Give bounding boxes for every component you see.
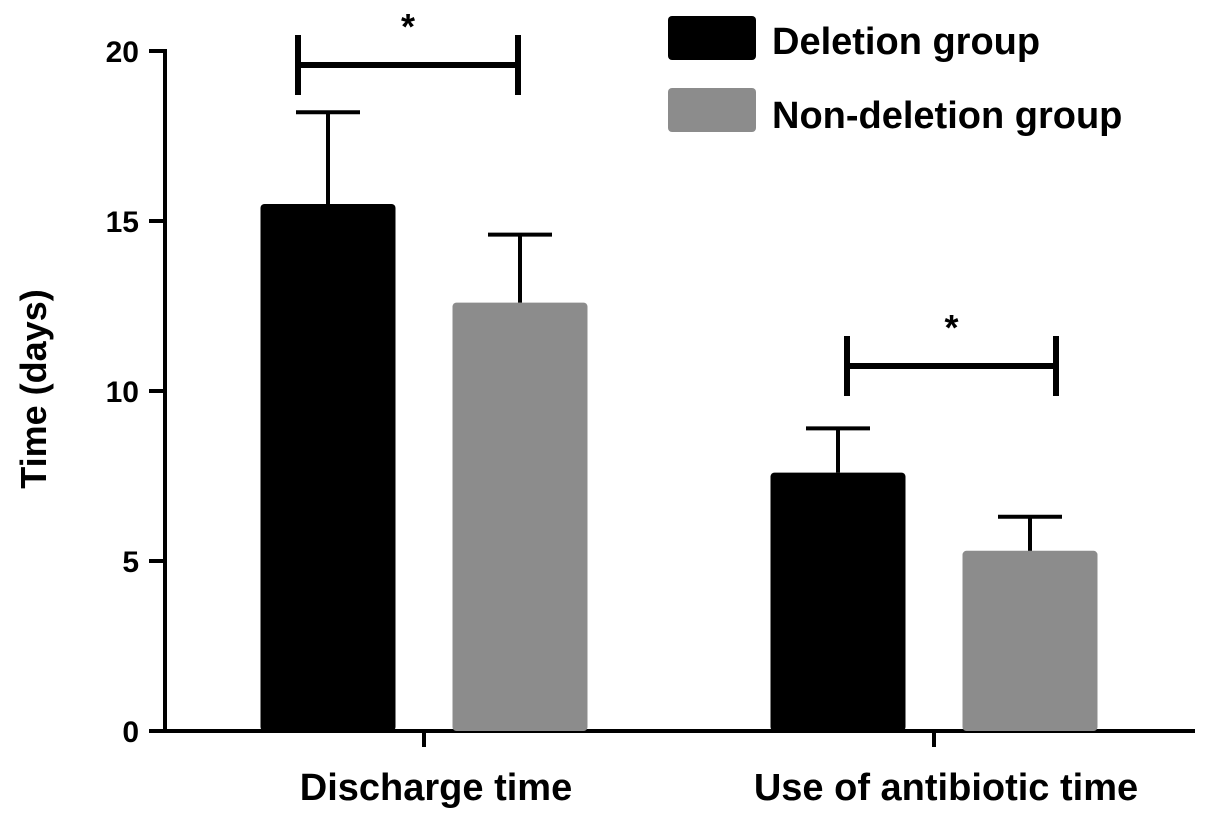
significance-markers: ** bbox=[295, 6, 1059, 396]
y-axis-title: Time (days) bbox=[13, 289, 54, 488]
significance-label: * bbox=[401, 6, 415, 47]
y-tick-label: 0 bbox=[122, 716, 139, 749]
legend-label: Non-deletion group bbox=[772, 95, 1122, 137]
significance-label: * bbox=[944, 307, 958, 348]
legend-swatch bbox=[668, 16, 756, 60]
legend: Deletion group Non-deletion group bbox=[668, 16, 1122, 137]
bar bbox=[260, 204, 396, 731]
error-bars bbox=[296, 110, 1062, 551]
axes: 0 5 10 15 20 Discharge time Use of antibiotic … bbox=[106, 36, 1195, 809]
x-tick-label: Discharge time bbox=[300, 767, 572, 809]
bar bbox=[770, 472, 906, 731]
bars bbox=[260, 204, 1098, 731]
bar bbox=[962, 550, 1098, 731]
legend-label: Deletion group bbox=[772, 21, 1040, 63]
y-tick-label: 10 bbox=[106, 376, 139, 409]
y-tick-label: 20 bbox=[106, 36, 139, 69]
y-tick-label: 15 bbox=[106, 206, 139, 239]
legend-swatch bbox=[668, 88, 756, 132]
bar bbox=[452, 302, 588, 731]
y-tick-label: 5 bbox=[122, 546, 139, 579]
x-tick-label: Use of antibiotic time bbox=[754, 767, 1138, 809]
